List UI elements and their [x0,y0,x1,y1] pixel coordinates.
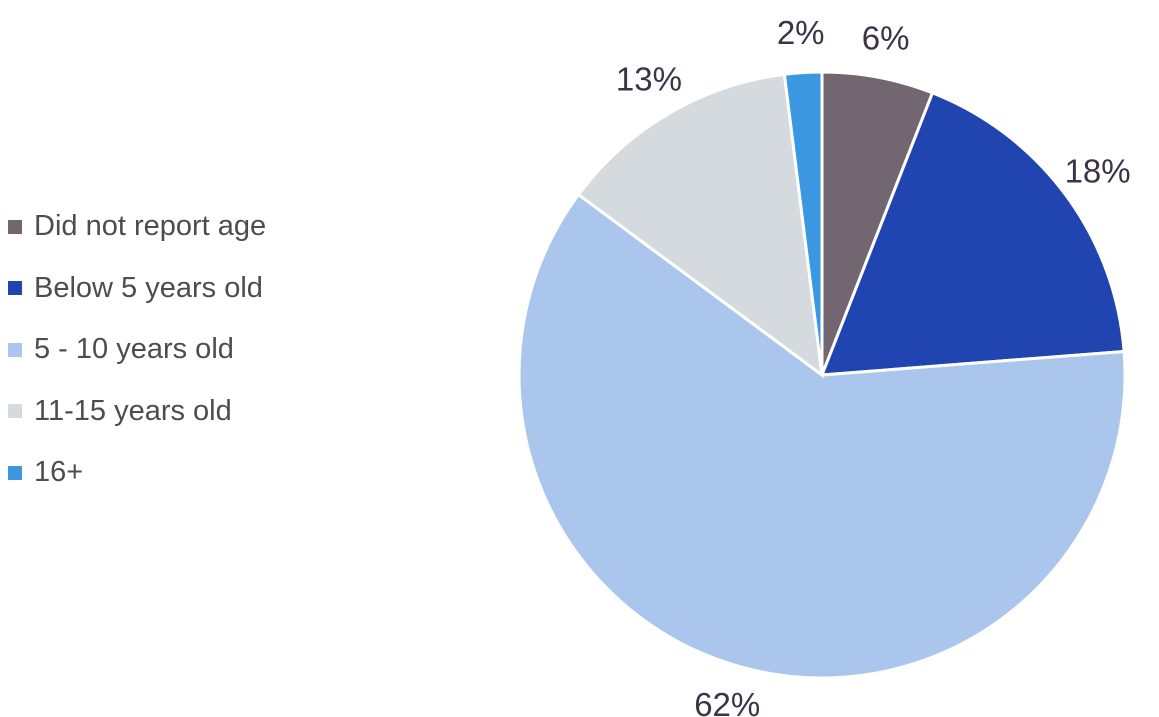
legend-item-below-5: Below 5 years old [8,258,266,320]
legend-label: Did not report age [34,210,267,243]
legend-swatch [8,342,22,357]
legend-label: 11-15 years old [34,394,232,427]
legend-swatch [8,465,22,480]
pie-slice [782,70,824,376]
legend-swatch [8,404,22,419]
legend-label: Below 5 years old [34,271,263,304]
pie-slice [576,72,824,379]
legend-label: 5 - 10 years old [34,333,234,366]
data-label: 13% [616,60,682,97]
data-label: 18% [1065,152,1131,189]
legend: Did not report age Below 5 years old 5 -… [8,196,266,504]
legend-label: 16+ [34,456,84,489]
data-label: 2% [777,14,825,51]
legend-item-16-plus: 16+ [8,442,266,504]
pie-slice [517,192,1127,680]
legend-item-11-15: 11-15 years old [8,381,266,443]
pie-slice [819,90,1126,377]
data-label: 62% [694,686,760,717]
legend-swatch [8,219,22,234]
legend-item-5-10: 5 - 10 years old [8,319,266,381]
data-label: 6% [862,19,910,56]
legend-swatch [8,281,22,296]
legend-item-did-not-report-age: Did not report age [8,196,266,258]
